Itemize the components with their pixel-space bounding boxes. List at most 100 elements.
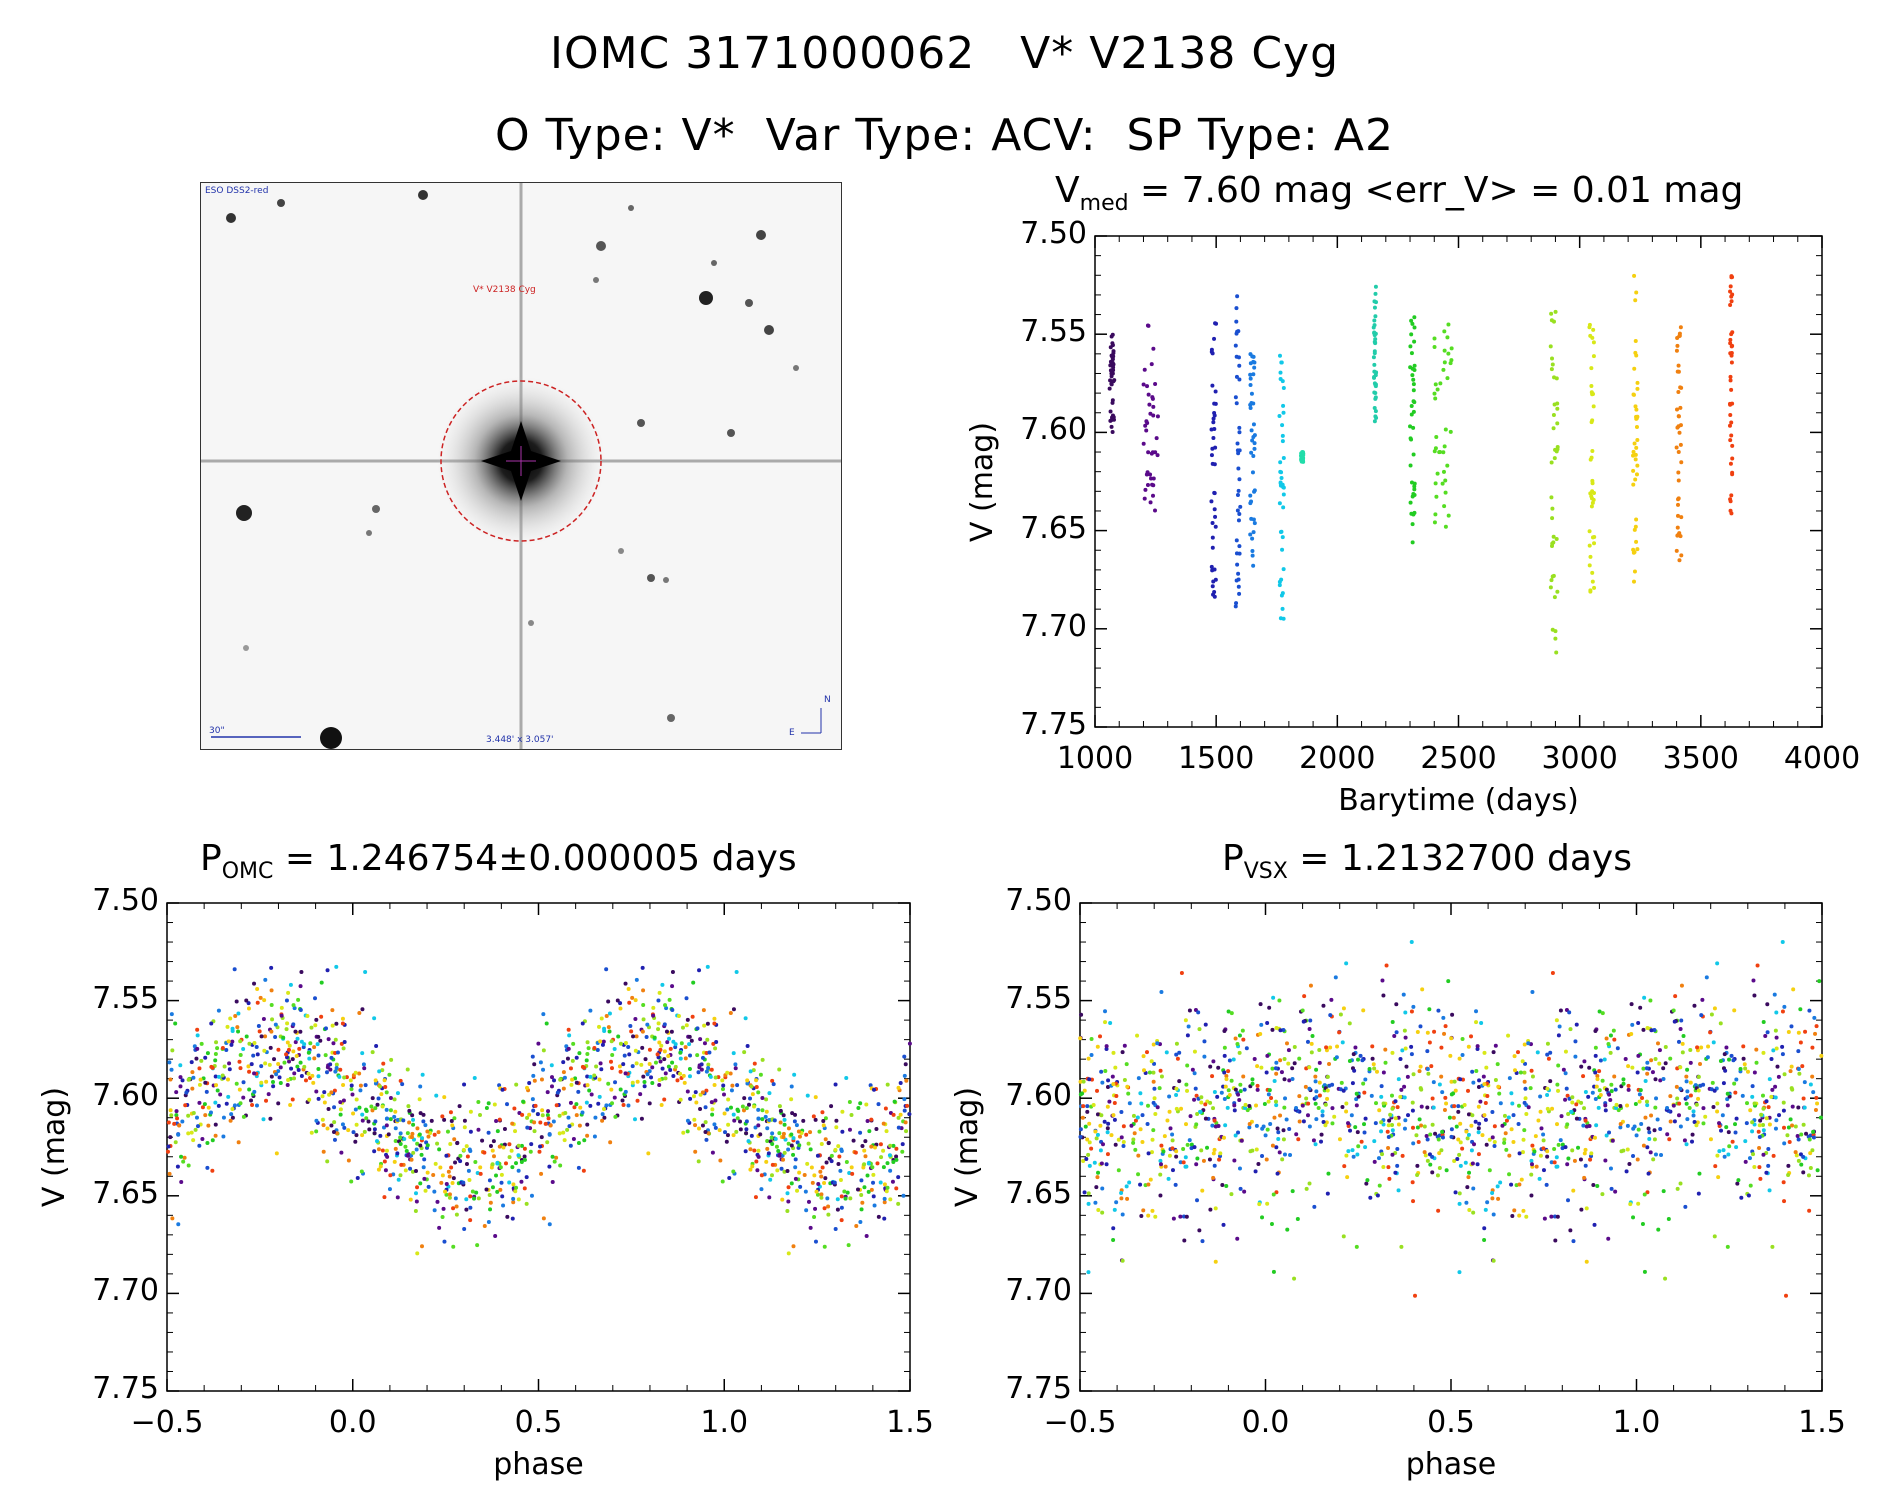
data-point [1111,365,1116,370]
data-point [218,1092,223,1097]
data-point [1210,351,1215,356]
data-point [1676,1113,1681,1118]
data-point [902,1108,907,1113]
data-point [568,1100,573,1105]
data-point [230,1115,235,1120]
data-point [642,1080,647,1085]
vsx-phase-ytick-label: 7.60 [1005,1078,1072,1114]
data-point [425,1129,430,1134]
data-point [1249,516,1254,521]
data-point [1675,1096,1680,1101]
data-point [1615,1046,1620,1051]
data-point [247,1041,252,1046]
data-point [426,1184,431,1189]
data-point [1457,1201,1462,1206]
data-point [225,1024,230,1029]
data-point [166,1120,171,1125]
data-point [470,1189,475,1194]
data-point [1251,454,1256,459]
data-point [1541,1132,1546,1137]
data-point [238,1052,243,1057]
data-point [1085,1109,1090,1114]
data-point [332,1105,337,1110]
data-point [1786,1163,1791,1168]
data-point [378,1164,383,1169]
data-point [1725,1097,1730,1102]
data-point [1536,1118,1541,1123]
data-point [210,1168,215,1173]
data-point [1676,1039,1681,1044]
data-point [1266,1099,1271,1104]
data-point [664,1029,669,1034]
data-point [468,1194,473,1199]
data-point [778,1120,783,1125]
data-point [782,1117,787,1122]
data-point [773,1137,778,1142]
figure-title: IOMC 3171000062 V* V2138 Cyg [549,28,1340,79]
data-point [1517,1103,1522,1108]
data-point [1417,1069,1422,1074]
data-point [503,1161,508,1166]
data-point [338,1067,343,1072]
data-point [1247,1121,1252,1126]
data-point [758,1072,763,1077]
data-point [1271,995,1276,1000]
data-point [1457,1270,1462,1275]
data-point [1437,1151,1442,1156]
data-point [360,1051,365,1056]
data-point [767,1118,772,1123]
data-point [856,1106,861,1111]
data-point [853,1150,858,1155]
data-point [1302,994,1307,999]
data-point [1432,336,1437,341]
data-point [662,1057,667,1062]
data-point [425,1170,430,1175]
data-point [712,1016,717,1021]
data-point [1387,1118,1392,1123]
data-point [179,1179,184,1184]
data-point [1295,1216,1300,1221]
data-point [1202,1039,1207,1044]
data-point [1423,1153,1428,1158]
data-point [845,1190,850,1195]
data-point [797,1134,802,1139]
data-point [389,1057,394,1062]
data-point [881,1121,886,1126]
data-point [689,1038,694,1043]
data-point [546,1116,551,1121]
data-point [1300,1008,1305,1013]
data-point [1377,1108,1382,1113]
data-point [1634,517,1639,522]
data-point [1708,1030,1713,1035]
data-point [1748,1108,1753,1113]
data-point [399,1162,404,1167]
data-point [1434,494,1439,499]
data-point [1636,1201,1641,1206]
data-point [1774,1035,1779,1040]
data-point [1636,1020,1641,1025]
data-point [1363,1116,1368,1121]
data-point [1676,390,1681,395]
data-point [1674,548,1679,553]
data-point [1806,1173,1811,1178]
data-point [1548,585,1553,590]
data-point [276,1101,281,1106]
data-point [1587,529,1592,534]
data-point [874,1127,879,1132]
data-point [1555,589,1560,594]
data-point [490,1148,495,1153]
data-point [1373,291,1378,296]
data-point [1692,1120,1697,1125]
data-point [1554,1018,1559,1023]
data-point [600,1112,605,1117]
data-point [1752,993,1757,998]
data-point [1431,1105,1436,1110]
data-point [1511,1113,1516,1118]
data-point [1432,449,1437,454]
data-point [1552,456,1557,461]
data-point [1734,1077,1739,1082]
data-point [1704,975,1709,980]
data-point [1591,340,1596,345]
data-point [1656,1227,1661,1232]
data-point [197,1066,202,1071]
